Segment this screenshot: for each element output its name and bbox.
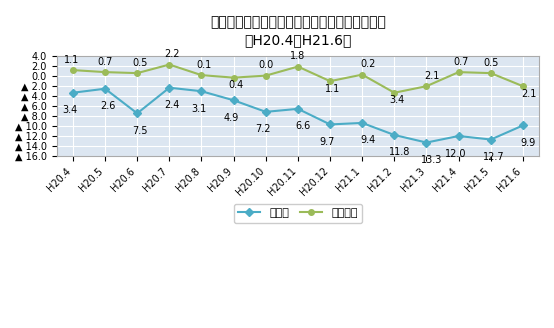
Text: 0.7: 0.7 xyxy=(98,56,113,67)
Text: 6.6: 6.6 xyxy=(296,121,311,131)
Text: 12.0: 12.0 xyxy=(445,149,466,158)
Text: 1.8: 1.8 xyxy=(290,51,306,61)
Text: 12.7: 12.7 xyxy=(483,152,504,162)
Text: 0.1: 0.1 xyxy=(197,60,212,70)
Text: 1.1: 1.1 xyxy=(64,54,79,65)
Text: 1.1: 1.1 xyxy=(325,84,341,94)
Text: 9.9: 9.9 xyxy=(521,138,536,148)
Text: 2.1: 2.1 xyxy=(521,89,536,99)
Text: 4.9: 4.9 xyxy=(223,113,238,123)
Text: 9.7: 9.7 xyxy=(320,137,335,147)
Text: 2.4: 2.4 xyxy=(165,100,180,110)
Legend: 百貨店, スーパー: 百貨店, スーパー xyxy=(234,204,362,223)
Text: 7.2: 7.2 xyxy=(255,124,271,134)
Text: 2.2: 2.2 xyxy=(165,49,180,59)
Text: 0.5: 0.5 xyxy=(483,57,499,68)
Text: 3.4: 3.4 xyxy=(389,95,405,105)
Text: 3.4: 3.4 xyxy=(63,105,78,115)
Text: 0.2: 0.2 xyxy=(360,59,376,69)
Text: 7.5: 7.5 xyxy=(132,126,148,136)
Text: 9.4: 9.4 xyxy=(360,135,376,145)
Text: 11.8: 11.8 xyxy=(389,148,411,157)
Text: 3.1: 3.1 xyxy=(191,104,206,114)
Text: 2.1: 2.1 xyxy=(424,71,440,81)
Text: 0.4: 0.4 xyxy=(229,80,244,90)
Title: 大型小売店舗の販売額前年同月比増減率の推移
（H20.4～H21.6）: 大型小売店舗の販売額前年同月比増減率の推移 （H20.4～H21.6） xyxy=(210,15,386,48)
Text: 2.6: 2.6 xyxy=(100,101,116,111)
Text: 0.5: 0.5 xyxy=(132,57,148,68)
Text: 13.3: 13.3 xyxy=(422,155,443,165)
Text: 0.7: 0.7 xyxy=(454,56,469,67)
Text: 0.0: 0.0 xyxy=(258,60,274,70)
